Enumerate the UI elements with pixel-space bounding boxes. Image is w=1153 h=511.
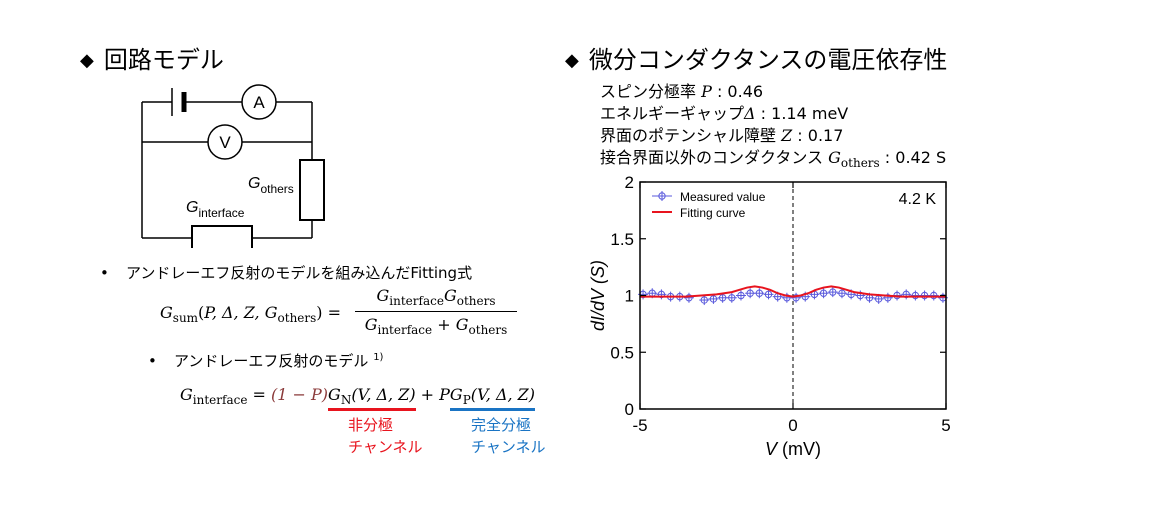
conductance-chart: -5 0 500.511.52 V (mV) dI/dV (S) 4.2 K Mea…	[588, 173, 951, 459]
x-tick-label: 0	[788, 416, 797, 435]
gsum-fraction: GinterfaceGothers Ginterface + Gothers	[355, 286, 517, 337]
g-others-resistor	[299, 159, 325, 221]
diamond-bullet-icon: ◆	[565, 50, 579, 71]
legend-label-fitting: Fitting curve	[680, 206, 746, 220]
measured-point	[763, 289, 774, 300]
measured-point	[781, 292, 792, 303]
chart-legend: Measured value Fitting curve	[652, 190, 766, 220]
param-g-others: 接合界面以外のコンダクタンス Gothers : 0.42 S	[600, 148, 947, 170]
measured-point	[683, 292, 694, 303]
measured-point	[901, 289, 912, 300]
conductance-heading: ◆ 微分コンダクタンスの電圧依存性	[565, 46, 948, 74]
circuit-model-heading: ◆ 回路モデル	[80, 46, 224, 74]
measured-point	[735, 290, 746, 301]
measured-point	[910, 290, 921, 301]
measured-point	[836, 288, 847, 299]
y-tick-label: 1	[625, 287, 634, 306]
fitting-formula-bullet: • アンドレーエフ反射のモデルを組み込んだFitting式	[100, 264, 473, 282]
svg-text:V: V	[219, 133, 231, 152]
gp-term: GP(V, Δ, Z)	[449, 385, 536, 411]
measured-point	[928, 290, 939, 301]
x-tick-label: -5	[632, 416, 647, 435]
measured-point	[919, 290, 930, 301]
voltmeter-icon: V	[207, 124, 243, 160]
y-tick-label: 2	[625, 173, 634, 192]
measured-point	[699, 295, 710, 306]
svg-text:A: A	[253, 93, 265, 112]
x-axis-label: V (mV)	[765, 439, 821, 459]
measured-point	[745, 288, 756, 299]
circuit-diagram: A V Gothers Ginterface	[141, 84, 325, 248]
measured-point	[827, 287, 838, 298]
gn-term: GN(V, Δ, Z)	[328, 385, 416, 411]
param-barrier: 界面のポテンシャル障壁 Z : 0.17	[600, 126, 844, 145]
measured-point	[882, 292, 893, 303]
y-axis-label: dI/dV (S)	[588, 260, 608, 331]
y-tick-label: 1.5	[610, 230, 634, 249]
legend-label-measured: Measured value	[680, 190, 766, 204]
x-tick-label: 5	[941, 416, 950, 435]
ginterface-equation: Ginterface = (1 − P)GN(V, Δ, Z) + PGP(V,…	[180, 385, 536, 411]
andreev-model-bullet: • アンドレーエフ反射のモデル 1)	[148, 352, 384, 370]
diamond-bullet-icon: ◆	[80, 50, 94, 71]
temperature-annotation: 4.2 K	[899, 191, 937, 208]
battery-icon	[171, 88, 187, 116]
measured-point	[791, 292, 802, 303]
y-tick-label: 0	[625, 400, 634, 419]
measured-point	[754, 288, 765, 299]
gsum-equation: Gsum(P, Δ, Z, Gothers) =	[160, 303, 342, 325]
g-interface-resistor	[191, 225, 253, 248]
unpolarized-channel-label: 非分極 チャンネル	[348, 416, 423, 456]
param-energy-gap: エネルギーギャップΔ : 1.14 meV	[600, 104, 849, 123]
fitting-curve	[640, 285, 946, 298]
ammeter-icon: A	[241, 84, 277, 120]
y-tick-label: 0.5	[610, 343, 634, 362]
g-interface-label: Ginterface	[186, 199, 245, 220]
measured-point	[726, 292, 737, 303]
param-spin-polarization: スピン分極率 P : 0.46	[600, 82, 764, 101]
measured-point	[656, 289, 667, 300]
polarized-channel-label: 完全分極 チャンネル	[471, 416, 546, 456]
g-others-label: Gothers	[248, 175, 294, 196]
measured-point	[818, 288, 829, 299]
